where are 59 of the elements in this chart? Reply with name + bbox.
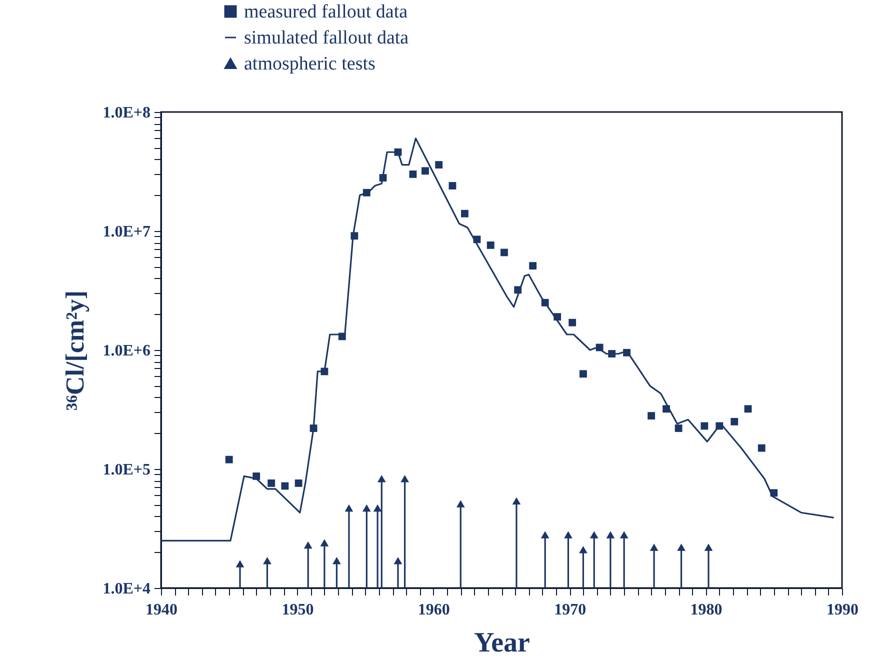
- x-axis-title: Year: [474, 628, 530, 658]
- point: [435, 161, 443, 169]
- point: [320, 539, 329, 546]
- point: [456, 500, 465, 508]
- x-tick-label: 1960: [418, 602, 450, 618]
- point: [486, 241, 494, 249]
- point: [281, 482, 289, 490]
- point: [606, 531, 615, 538]
- point: [568, 318, 576, 326]
- point: [377, 475, 386, 482]
- y-tick-label: 1.0E+6: [102, 342, 150, 360]
- point: [744, 405, 752, 413]
- legend-label: atmospheric tests: [244, 54, 376, 74]
- y-tick-label: 1.0E+4: [102, 580, 150, 598]
- point: [700, 422, 708, 430]
- point: [648, 412, 656, 420]
- x-tick-label: 1940: [146, 602, 178, 618]
- point: [263, 556, 272, 564]
- point: [579, 546, 588, 554]
- point: [590, 531, 598, 538]
- point: [564, 531, 572, 538]
- point: [650, 544, 658, 551]
- point: [394, 556, 402, 564]
- x-tick-label: 1990: [826, 602, 858, 618]
- point: [730, 418, 738, 426]
- point: [422, 167, 429, 175]
- point: [344, 504, 354, 512]
- point: [294, 479, 302, 487]
- point: [580, 370, 587, 378]
- y-tick-label: 1.0E+8: [102, 104, 150, 122]
- point: [448, 182, 456, 190]
- point: [268, 479, 276, 487]
- y-axis-title: ³⁶Cl/[cm²y]: [60, 290, 90, 411]
- x-tick-label: 1970: [554, 602, 586, 618]
- line-series: [160, 138, 835, 542]
- point: [620, 531, 628, 538]
- y-tick-label: 1.0E+7: [102, 224, 150, 240]
- point: [304, 541, 312, 549]
- point: [225, 456, 233, 464]
- point: [332, 556, 341, 564]
- point: [704, 544, 713, 551]
- point: [461, 210, 468, 218]
- legend-label: measured fallout data: [244, 2, 408, 22]
- point: [500, 248, 508, 256]
- point: [758, 444, 766, 452]
- point: [529, 262, 537, 270]
- point: [540, 531, 550, 538]
- legend-label: simulated fallout data: [244, 28, 410, 48]
- point: [512, 497, 521, 504]
- point: [677, 544, 686, 551]
- y-tick-label: 1.0E+5: [102, 462, 150, 478]
- point: [674, 424, 682, 432]
- point: [236, 560, 244, 568]
- x-tick-label: 1950: [282, 602, 314, 618]
- point: [362, 504, 371, 512]
- point: [409, 170, 417, 178]
- point: [400, 475, 409, 482]
- point: [373, 504, 382, 512]
- x-tick-label: 1980: [690, 602, 722, 618]
